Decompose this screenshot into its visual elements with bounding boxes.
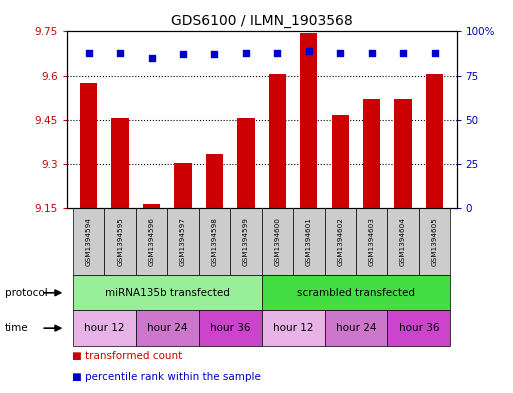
Point (179, 51, 187, 57)
Text: GSM1394602: GSM1394602 (337, 217, 343, 266)
Point (305, 48, 313, 54)
Bar (73, 310, 136, 346)
Point (147, 55, 155, 61)
Bar (387, 310, 450, 346)
Bar (356, 208, 387, 275)
Text: scrambled transfected: scrambled transfected (297, 288, 415, 298)
Point (116, 50, 124, 56)
Bar (73, 275, 262, 310)
Text: time: time (5, 323, 29, 333)
Bar (174, 163, 192, 208)
Bar (111, 118, 129, 208)
Text: GSM1394603: GSM1394603 (369, 217, 374, 266)
Bar (325, 310, 387, 346)
Bar (293, 208, 325, 275)
Bar (143, 204, 160, 208)
Text: ■ percentile rank within the sample: ■ percentile rank within the sample (72, 372, 261, 382)
Title: GDS6100 / ILMN_1903568: GDS6100 / ILMN_1903568 (171, 14, 352, 28)
Text: GSM1394598: GSM1394598 (211, 217, 218, 266)
Bar (331, 116, 349, 208)
Text: GSM1394597: GSM1394597 (180, 217, 186, 266)
Text: GSM1394599: GSM1394599 (243, 217, 249, 266)
Text: GSM1394605: GSM1394605 (431, 217, 438, 266)
Text: GSM1394601: GSM1394601 (306, 217, 312, 266)
Bar (262, 310, 325, 346)
Text: GSM1394600: GSM1394600 (274, 217, 280, 266)
Bar (105, 208, 136, 275)
Text: GSM1394594: GSM1394594 (86, 217, 92, 266)
Bar (419, 208, 450, 275)
Point (242, 50, 250, 56)
Bar (394, 99, 412, 208)
Bar (363, 99, 380, 208)
Bar (325, 208, 356, 275)
Bar (73, 208, 105, 275)
Point (430, 50, 439, 56)
Point (399, 50, 407, 56)
Text: hour 24: hour 24 (336, 323, 376, 333)
Bar (199, 310, 262, 346)
Point (273, 50, 282, 56)
Text: hour 12: hour 12 (273, 323, 313, 333)
Point (336, 50, 344, 56)
Bar (136, 208, 167, 275)
Text: hour 24: hour 24 (147, 323, 188, 333)
Bar (199, 208, 230, 275)
Bar (80, 83, 97, 208)
Text: GSM1394604: GSM1394604 (400, 217, 406, 266)
Bar (167, 208, 199, 275)
Bar (387, 208, 419, 275)
Bar (300, 33, 318, 208)
Text: hour 36: hour 36 (210, 323, 250, 333)
Bar (237, 118, 254, 208)
Bar (262, 208, 293, 275)
Text: protocol: protocol (5, 288, 48, 298)
Bar (230, 208, 262, 275)
Text: GSM1394595: GSM1394595 (117, 217, 123, 266)
Point (210, 51, 219, 57)
Bar (269, 74, 286, 208)
Point (368, 50, 376, 56)
Bar (206, 154, 223, 208)
Bar (136, 310, 199, 346)
Text: GSM1394596: GSM1394596 (149, 217, 154, 266)
Point (85, 50, 93, 56)
Text: ■ transformed count: ■ transformed count (72, 351, 182, 361)
Text: hour 36: hour 36 (399, 323, 439, 333)
Bar (426, 74, 443, 208)
Text: miRNA135b transfected: miRNA135b transfected (105, 288, 230, 298)
Text: hour 12: hour 12 (84, 323, 125, 333)
Bar (262, 275, 450, 310)
